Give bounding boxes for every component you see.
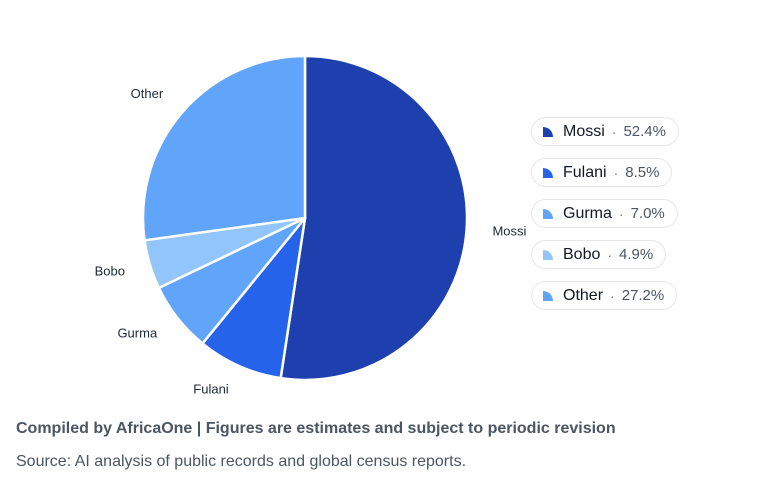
pie-label-gurma: Gurma <box>117 326 158 341</box>
legend-swatch-icon <box>543 290 553 301</box>
legend-name: Other <box>563 286 604 304</box>
pie-slice-mossi <box>279 54 469 382</box>
legend-swatch-icon <box>543 126 553 137</box>
pie-slice-fulani <box>201 216 307 380</box>
pie-slice-labels: Mossi Fulani Gurma Bobo Other <box>95 86 527 396</box>
legend-separator: · <box>611 123 617 140</box>
legend-separator: · <box>607 246 613 263</box>
footer-credit: Compiled by AfricaOne | Figures are esti… <box>16 420 616 437</box>
footer-source: Source: AI analysis of public records an… <box>16 453 467 470</box>
pie-label-mossi: Mossi <box>492 224 526 239</box>
legend-value: 52.4% <box>623 123 666 140</box>
legend-name: Bobo <box>563 245 601 263</box>
pie-slices <box>141 54 469 382</box>
pie-label-bobo: Bobo <box>95 264 125 279</box>
legend-item-other: Other · 27.2% <box>531 281 678 310</box>
legend-swatch-icon <box>543 167 553 178</box>
legend-item-fulani: Fulani · 8.5% <box>531 158 673 187</box>
legend-value: 27.2% <box>621 287 665 304</box>
legend-name: Mossi <box>563 122 605 140</box>
legend: Mossi · 52.4% Fulani · 8.5% Gurma · 7.0% Bobo · 4.9… <box>531 117 679 322</box>
legend-item-bobo: Bobo · 4.9% <box>531 240 667 269</box>
legend-value: 4.9% <box>619 246 654 263</box>
legend-name: Gurma <box>563 204 612 222</box>
legend-swatch-icon <box>543 208 553 219</box>
legend-name: Fulani <box>563 163 607 181</box>
legend-separator: · <box>618 205 624 222</box>
legend-separator: · <box>610 287 615 304</box>
pie-label-fulani: Fulani <box>193 381 229 396</box>
pie-label-other: Other <box>131 86 164 101</box>
legend-swatch-icon <box>543 249 553 260</box>
pie-slice-other <box>141 54 307 242</box>
legend-item-gurma: Gurma · 7.0% <box>531 199 678 228</box>
legend-item-mossi: Mossi · 52.4% <box>531 117 679 146</box>
legend-value: 7.0% <box>630 205 665 222</box>
legend-value: 8.5% <box>625 164 660 181</box>
legend-separator: · <box>613 164 619 181</box>
